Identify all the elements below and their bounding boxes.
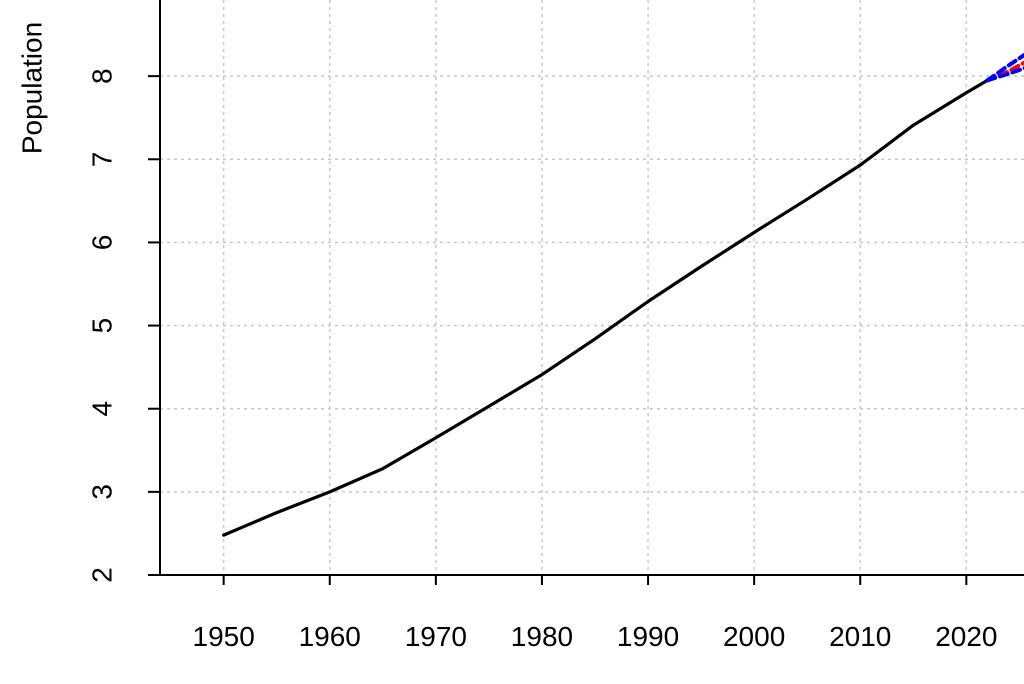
y-tick-label: 5 [86,318,117,334]
x-tick-label: 1960 [299,621,361,652]
series-line-2 [985,52,1024,83]
x-tick-label: 2010 [829,621,891,652]
y-tick-label: 4 [86,401,117,417]
y-tick-label: 7 [86,151,117,167]
x-tick-label: 1980 [511,621,573,652]
y-tick-label: 3 [86,484,117,500]
series-lines [222,52,1024,537]
tick-labels: 1950 1960 1970 1980 1990 2000 2010 2020 2 3 4 5 6 7 8 9 [86,0,997,652]
x-tick-label: 2000 [723,621,785,652]
series-line-0 [222,78,990,537]
axes [159,0,1024,576]
x-tick-label: 2020 [935,621,997,652]
series-line-3 [985,66,1024,83]
x-tick-label: 1970 [405,621,467,652]
x-tick-label: 1950 [193,621,255,652]
x-tick-label: 1990 [617,621,679,652]
y-tick-label: 2 [86,567,117,583]
y-tick-label: 8 [86,68,117,84]
y-axis-title: Population [16,22,47,154]
y-tick-label: 6 [86,235,117,251]
grid [160,0,1024,576]
y-tick-label: 9 [86,0,117,1]
